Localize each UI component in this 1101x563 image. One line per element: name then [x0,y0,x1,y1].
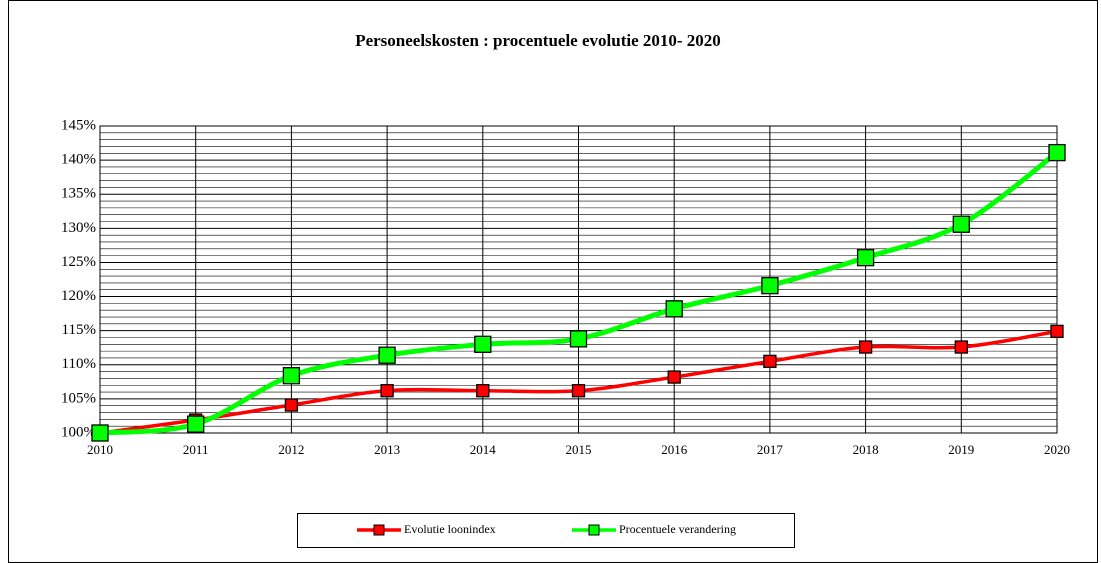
legend-marker [373,524,385,536]
marker [378,346,396,364]
marker [187,415,205,433]
marker [954,340,968,354]
marker [1048,143,1066,162]
marker [474,335,492,353]
legend-marker [588,524,600,536]
legend-label: Procentuele verandering [619,522,736,536]
x-tick-label: 2016 [661,442,688,457]
y-tick-label: 110% [62,356,96,372]
marker [665,300,683,318]
y-tick-label: 145% [61,117,96,133]
x-tick-label: 2017 [757,442,784,457]
y-tick-label: 100% [61,424,96,440]
chart-title: Personeelskosten : procentuele evolutie … [355,31,721,50]
marker [380,384,394,398]
marker [476,384,490,398]
y-tick-label: 115% [62,322,96,338]
marker [282,367,301,385]
marker [856,249,875,267]
y-tick-label: 135% [61,186,96,202]
marker [952,215,970,233]
x-tick-label: 2012 [278,442,304,457]
x-tick-label: 2018 [853,442,879,457]
x-tick-label: 2010 [87,442,113,457]
x-tick-label: 2011 [183,442,209,457]
marker [1050,324,1064,338]
y-tick-label: 125% [61,254,96,270]
marker [571,384,586,398]
x-tick-label: 2020 [1044,442,1070,457]
y-tick-label: 120% [61,288,96,304]
x-tick-label: 2013 [374,442,400,457]
marker [569,330,588,348]
x-tick-label: 2014 [470,442,497,457]
x-tick-label: 2015 [566,442,592,457]
x-tick-label: 2019 [948,442,974,457]
legend-label: Evolutie loonindex [404,522,496,536]
marker [761,276,779,295]
marker [284,398,299,412]
marker [667,370,681,384]
marker [763,354,777,369]
y-tick-label: 105% [61,390,96,406]
y-tick-label: 140% [61,152,96,168]
marker [91,424,109,442]
y-tick-label: 130% [61,220,96,236]
marker [858,340,873,354]
